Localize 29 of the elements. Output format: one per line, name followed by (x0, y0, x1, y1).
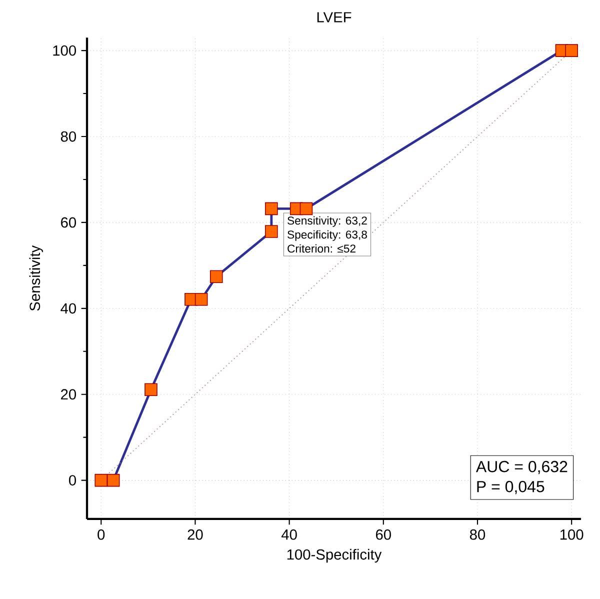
x-axis-title: 100-Specificity (287, 548, 382, 563)
point (94, 474, 108, 487)
x-tick-label: 40 (281, 529, 297, 540)
y-tick-label: 40 (60, 303, 76, 314)
x-tick-label: 80 (470, 529, 486, 540)
y-tick-label: 80 (60, 131, 76, 142)
x-tick-label: 0 (98, 529, 105, 540)
point (194, 292, 208, 306)
x-tick-label: 20 (188, 529, 203, 540)
point (300, 202, 313, 216)
annotation: AUC = 0,632 (476, 460, 568, 474)
point (210, 270, 223, 283)
annotation: Criterion: ≤52 (288, 244, 356, 253)
annotation: P = 0,045 (477, 480, 544, 494)
y-axis-title: Sensitivity (29, 245, 43, 311)
y-tick-label: 0 (69, 475, 76, 486)
y-tick-label: 20 (61, 389, 76, 400)
y-tick-label: 100 (53, 45, 76, 56)
y-tick-label: 60 (61, 217, 76, 228)
point (265, 225, 278, 238)
annotation: Sensitivity: 63,2 (288, 216, 367, 227)
point (144, 383, 158, 396)
x-tick-label: 60 (376, 529, 391, 540)
x-tick-label: 100 (560, 529, 584, 540)
chart-title: LVEF (317, 12, 352, 22)
annotation: Specificity: 63,8 (288, 230, 367, 241)
point (106, 474, 120, 487)
point (265, 202, 278, 216)
point (565, 44, 578, 57)
